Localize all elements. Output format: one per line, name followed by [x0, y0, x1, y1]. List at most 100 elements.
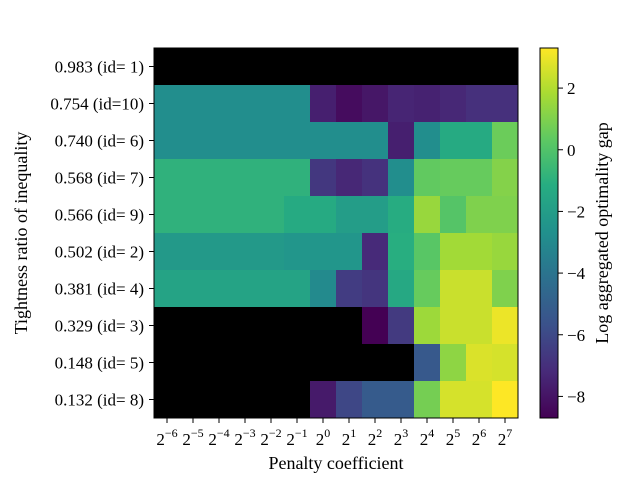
heatmap-cell — [154, 122, 181, 160]
heatmap-cell — [258, 381, 285, 419]
heatmap-cell — [440, 48, 467, 86]
colorbar-tick-label: −4 — [567, 264, 586, 283]
colorbar-tick-label: 2 — [567, 79, 576, 98]
heatmap-cell — [232, 270, 259, 308]
heatmap-cell — [336, 196, 363, 234]
heatmap-cell — [206, 270, 233, 308]
heatmap-cell — [258, 48, 285, 86]
heatmap-cell — [362, 196, 389, 234]
heatmap-cell — [258, 85, 285, 123]
heatmap-cell — [414, 381, 441, 419]
y-tick-label: 0.132 (id= 8) — [55, 391, 144, 410]
heatmap-cell — [466, 270, 493, 308]
heatmap-cell — [336, 48, 363, 86]
colorbar-tick-label: −8 — [567, 387, 585, 406]
heatmap-cell — [362, 381, 389, 419]
heatmap-cell — [492, 270, 519, 308]
heatmap-cell — [414, 122, 441, 160]
heatmap-cell — [492, 85, 519, 123]
heatmap-cell — [232, 233, 259, 271]
heatmap-cell — [310, 233, 337, 271]
y-tick-label: 0.568 (id= 7) — [55, 169, 144, 188]
heatmap-cell — [492, 381, 519, 419]
heatmap-cell — [180, 122, 207, 160]
heatmap-cell — [440, 270, 467, 308]
y-tick-label: 0.148 (id= 5) — [55, 354, 144, 373]
y-axis-label: Tightness ratio of inequality — [11, 132, 31, 335]
heatmap-cell — [336, 122, 363, 160]
heatmap-cell — [388, 48, 415, 86]
heatmap-cell — [206, 85, 233, 123]
heatmap-cell — [284, 233, 311, 271]
heatmap-cell — [154, 233, 181, 271]
heatmap-cell — [258, 196, 285, 234]
heatmap-cell — [336, 159, 363, 197]
heatmap-cell — [206, 307, 233, 345]
heatmap-cell — [466, 159, 493, 197]
heatmap-cell — [310, 196, 337, 234]
x-tick-label: 20 — [316, 426, 331, 449]
x-tick-label: 23 — [394, 426, 409, 449]
heatmap-cell — [206, 344, 233, 382]
heatmap-cell — [388, 270, 415, 308]
heatmap-cell — [206, 48, 233, 86]
heatmap-cell — [284, 85, 311, 123]
heatmap-cell — [232, 196, 259, 234]
heatmap-cell — [258, 233, 285, 271]
x-tick-label: 27 — [498, 426, 513, 449]
heatmap-cell — [492, 196, 519, 234]
x-tick-label: 2−1 — [286, 426, 307, 449]
colorbar-tick-label: −6 — [567, 326, 585, 345]
heatmap-cell — [284, 122, 311, 160]
heatmap-cell — [388, 344, 415, 382]
y-tick-labels: 0.983 (id= 1) 0.754 (id=10) 0.740 (id= 6) 0… — [50, 58, 154, 410]
heatmap-cell — [154, 270, 181, 308]
heatmap-cell — [180, 381, 207, 419]
heatmap-cell — [258, 270, 285, 308]
heatmap-cell — [388, 381, 415, 419]
heatmap-cell — [284, 344, 311, 382]
heatmap-cell — [284, 270, 311, 308]
x-tick-label: 22 — [368, 426, 383, 449]
x-tick-label: 2−4 — [208, 426, 229, 449]
heatmap-cell — [310, 48, 337, 86]
heatmap-cell — [362, 85, 389, 123]
heatmap-cell — [492, 159, 519, 197]
heatmap-cell — [466, 196, 493, 234]
heatmap-cell — [440, 307, 467, 345]
heatmap-cells — [154, 48, 519, 419]
heatmap-cell — [336, 85, 363, 123]
heatmap-cell — [336, 381, 363, 419]
heatmap-cell — [310, 307, 337, 345]
heatmap-cell — [180, 344, 207, 382]
y-tick-label: 0.329 (id= 3) — [55, 317, 144, 336]
heatmap-cell — [154, 48, 181, 86]
heatmap-cell — [232, 48, 259, 86]
heatmap-cell — [466, 307, 493, 345]
x-tick-label: 25 — [446, 426, 461, 449]
heatmap-cell — [362, 48, 389, 86]
heatmap-cell — [362, 122, 389, 160]
x-axis-label: Penalty coefficient — [268, 453, 403, 473]
heatmap-cell — [154, 381, 181, 419]
heatmap-cell — [180, 196, 207, 234]
x-tick-label: 21 — [342, 426, 357, 449]
x-tick-label: 2−6 — [156, 426, 177, 449]
heatmap-cell — [440, 122, 467, 160]
heatmap-cell — [232, 122, 259, 160]
heatmap-cell — [206, 233, 233, 271]
heatmap-cell — [362, 307, 389, 345]
x-tick-label: 26 — [472, 426, 487, 449]
heatmap-cell — [206, 381, 233, 419]
heatmap-cell — [492, 307, 519, 345]
heatmap-cell — [180, 48, 207, 86]
heatmap-cell — [492, 122, 519, 160]
heatmap-cell — [258, 122, 285, 160]
heatmap-cell — [336, 344, 363, 382]
heatmap-cell — [388, 233, 415, 271]
heatmap-cell — [466, 381, 493, 419]
heatmap-cell — [362, 344, 389, 382]
x-tick-label: 2−5 — [182, 426, 203, 449]
heatmap-cell — [206, 196, 233, 234]
